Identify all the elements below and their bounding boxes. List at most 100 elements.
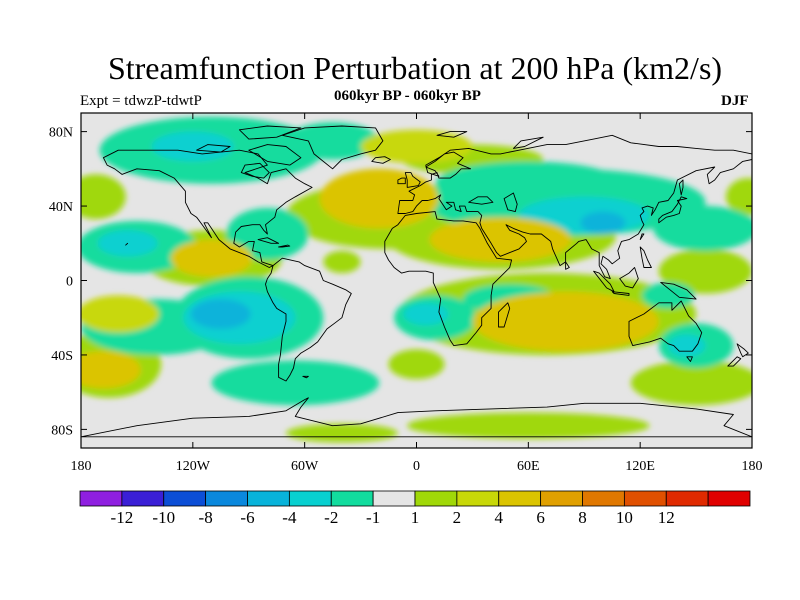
coastline-sakhalin bbox=[678, 179, 684, 196]
contour-region-pos3 bbox=[319, 168, 439, 229]
colorbar-label: 2 bbox=[453, 508, 462, 527]
coastline-ellesmere-island bbox=[238, 125, 302, 140]
coastline-new-zealand-north bbox=[736, 343, 749, 358]
colorbar-label: 1 bbox=[411, 508, 420, 527]
coastline-baffin-island bbox=[248, 144, 302, 166]
coastline-greenland bbox=[281, 125, 384, 170]
y-tick-label: 40S bbox=[51, 349, 73, 364]
coastline-antarctica bbox=[81, 397, 752, 438]
x-tick-label: 60W bbox=[291, 459, 319, 474]
x-tick-label: 60E bbox=[517, 459, 540, 474]
contour-region-pos2 bbox=[360, 129, 473, 164]
coastline-cuba bbox=[257, 237, 280, 244]
contour-region-pos3 bbox=[81, 351, 141, 389]
colorbar-swatch bbox=[163, 490, 207, 507]
contour-region-neg3 bbox=[190, 299, 251, 329]
contour-region-neg3 bbox=[580, 211, 626, 234]
coastline-falklands bbox=[302, 375, 309, 379]
colorbar-swatch bbox=[372, 490, 416, 507]
contour-region-pos1 bbox=[323, 250, 361, 274]
coastline-hispaniola bbox=[278, 244, 291, 248]
colorbar-label: -12 bbox=[111, 508, 134, 527]
colorbar-swatch bbox=[540, 490, 583, 507]
coastline-hudson-bay bbox=[240, 162, 270, 179]
contour-region-pos1 bbox=[388, 349, 445, 380]
coastline-eurasia bbox=[397, 134, 752, 280]
contour-region-pos3 bbox=[170, 239, 253, 277]
coastline-svalbard bbox=[436, 131, 468, 138]
colorbar-swatch bbox=[456, 490, 500, 507]
colorbar-label: -10 bbox=[152, 508, 175, 527]
colorbar-label: -1 bbox=[366, 508, 380, 527]
colorbar-swatch bbox=[707, 490, 751, 507]
colorbar-swatch bbox=[665, 490, 709, 507]
contour-region-pos1 bbox=[630, 360, 752, 406]
colorbar: -12 -10 -8 -6 -4 -2 -1 1 2 4 6 8 10 12 bbox=[79, 490, 751, 527]
coastline-north-america bbox=[102, 149, 313, 268]
colorbar-swatch bbox=[414, 490, 458, 507]
y-tick-label: 0 bbox=[66, 275, 73, 290]
contour-region-neg1 bbox=[211, 360, 380, 406]
coastline-iceland bbox=[371, 156, 391, 164]
y-tick-label: 40N bbox=[49, 200, 73, 215]
contour-region-pos1 bbox=[658, 248, 752, 294]
contour-region-pos2 bbox=[81, 295, 160, 333]
coastline-tasmania bbox=[686, 356, 693, 362]
coastline-ireland bbox=[397, 177, 406, 185]
coastline-africa bbox=[384, 211, 513, 347]
coastline-australia bbox=[628, 300, 703, 352]
period-label: 060kyr BP - 060kyr BP bbox=[334, 88, 481, 104]
coastline-hawaii bbox=[125, 242, 129, 246]
colorbar-label: 4 bbox=[495, 508, 504, 527]
season-label: DJF bbox=[721, 93, 749, 109]
page-title: Streamfunction Perturbation at 200 hPa (… bbox=[107, 50, 723, 86]
x-tick-label: 180 bbox=[71, 459, 92, 474]
colorbar-label: -6 bbox=[240, 508, 254, 527]
experiment-label: Expt = tdwzP-tdwtP bbox=[80, 93, 202, 109]
coastline-sri-lanka bbox=[565, 261, 570, 270]
colorbar-swatch bbox=[582, 490, 625, 507]
contour-region-pos3 bbox=[472, 291, 659, 352]
colorbar-swatch bbox=[623, 490, 667, 507]
coastline-madagascar bbox=[498, 302, 511, 328]
colorbar-swatch bbox=[330, 490, 374, 507]
x-tick-label: 120E bbox=[625, 459, 655, 474]
contour-region-pos1 bbox=[725, 178, 752, 216]
x-tick-label: 120W bbox=[176, 459, 211, 474]
contour-region-neg2 bbox=[668, 334, 706, 357]
x-tick-label: 0 bbox=[413, 459, 420, 474]
y-tick-label: 80N bbox=[49, 126, 73, 141]
contour-region-neg1 bbox=[286, 122, 380, 160]
colorbar-label: 8 bbox=[578, 508, 587, 527]
y-tick-label: 80S bbox=[51, 423, 73, 438]
colorbar-label: 6 bbox=[536, 508, 545, 527]
contour-region-pos3 bbox=[429, 217, 572, 262]
coastline-great-britain bbox=[404, 172, 421, 188]
coastline-novaya-zemlya bbox=[512, 136, 544, 149]
coastline-caspian-sea bbox=[503, 192, 518, 213]
coastline-layer bbox=[81, 125, 752, 438]
coastline-philippines bbox=[639, 246, 652, 268]
contour-region-neg2 bbox=[151, 131, 234, 162]
map-area bbox=[81, 113, 752, 448]
colorbar-swatch bbox=[498, 490, 542, 507]
coastline-taiwan bbox=[639, 233, 645, 241]
contour-region-pos1 bbox=[81, 174, 126, 220]
coastline-new-guinea bbox=[660, 281, 697, 300]
coastline-new-zealand-south bbox=[727, 356, 742, 367]
x-tick-label: 180 bbox=[742, 459, 763, 474]
coastline-victoria-island bbox=[196, 144, 231, 153]
colorbar-swatch bbox=[121, 490, 165, 507]
colorbar-swatch bbox=[205, 490, 248, 507]
coastline-south-america bbox=[265, 257, 352, 382]
contour-region-neg1 bbox=[653, 206, 752, 251]
colorbar-swatch bbox=[247, 490, 290, 507]
map-axes: 180 120W 60W 0 60E 120E 180 80N 40N 0 40S 80S bbox=[49, 113, 763, 474]
colorbar-label: 10 bbox=[616, 508, 633, 527]
colorbar-label: -8 bbox=[199, 508, 213, 527]
contour-region-neg2 bbox=[403, 302, 449, 326]
coastline-java bbox=[611, 291, 630, 296]
colorbar-swatch bbox=[288, 490, 332, 507]
coastline-japan bbox=[658, 196, 688, 224]
